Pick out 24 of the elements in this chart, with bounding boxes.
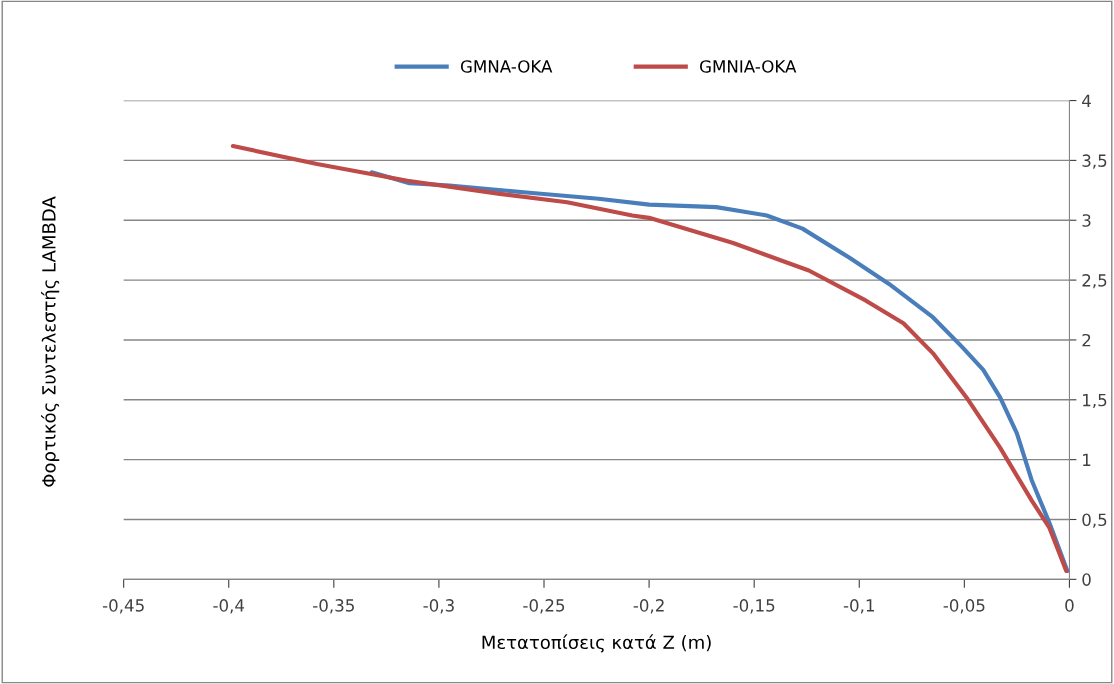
x-tick-label: -0,1 [843,599,874,614]
legend-label: GMNA-OKA [460,60,553,73]
y-tick-label: 3,5 [1082,154,1107,169]
y-tick-label: 1,5 [1083,393,1107,409]
x-tick-label: -0,2 [633,599,664,614]
y-tick-label: 2,5 [1082,274,1107,289]
y-tick-label: 1 [1083,453,1091,466]
y-tick-label: 3 [1082,214,1091,227]
y-tick-label: 0,5 [1082,513,1107,528]
x-tick-label: -0,35 [313,599,354,614]
x-tick-label: -0,45 [102,599,144,614]
x-tick-label: -0,3 [423,599,454,614]
y-tick-label: 0 [1082,573,1091,586]
y-axis-title: Φορτικός Συντελεστής LAMBDA [41,196,60,487]
x-tick-label: -0,4 [213,599,245,614]
x-tick-label: 0 [1065,599,1074,612]
y-tick-label: 2 [1082,333,1091,347]
y-tick-label: 4 [1082,94,1091,107]
x-tick-label: -0,05 [943,599,985,614]
legend-label: GMNIA-OKA [700,60,797,73]
line-series [230,143,1069,574]
x-axis-title: Μετατοπίσεις κατά Z (m) [482,634,711,653]
x-tick-label: -0,15 [733,599,775,614]
x-tick-label: -0,25 [523,599,565,614]
